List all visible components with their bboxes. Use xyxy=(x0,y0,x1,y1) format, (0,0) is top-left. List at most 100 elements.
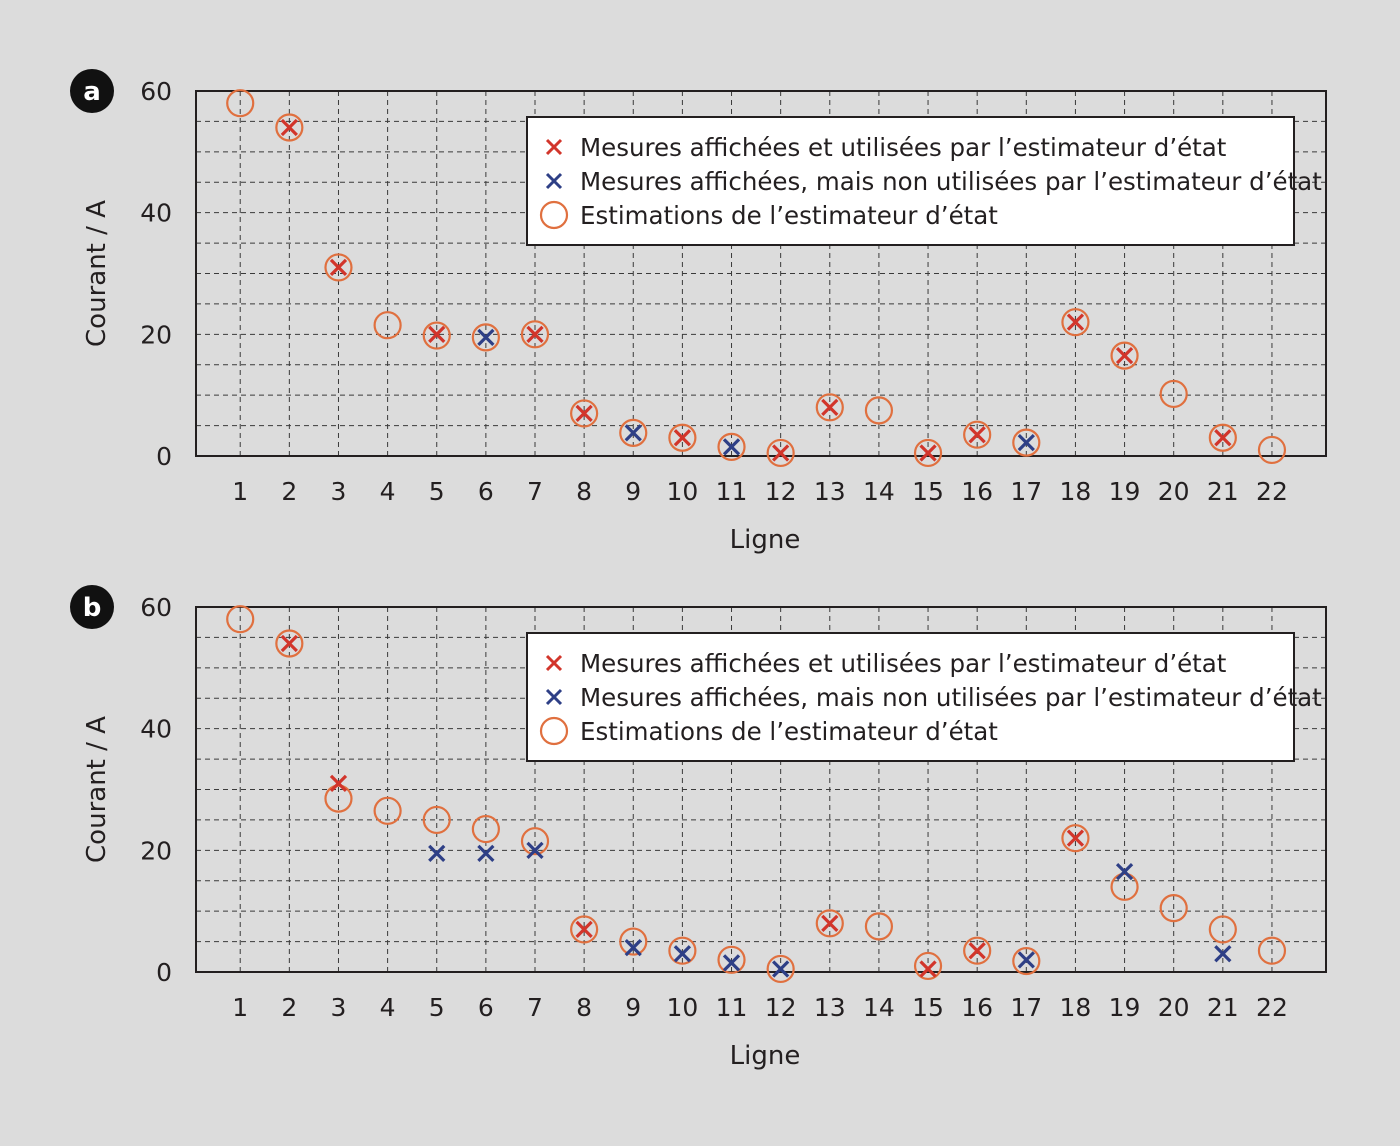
data-point-x xyxy=(1066,829,1085,847)
legend-marker-x xyxy=(545,688,563,706)
y-tick-label: 60 xyxy=(140,77,172,106)
data-point-x xyxy=(821,914,839,932)
data-point-circle xyxy=(275,113,304,142)
x-tick-label: 14 xyxy=(863,993,895,1022)
data-point-circle xyxy=(373,311,402,340)
data-point-circle xyxy=(913,951,943,981)
x-tick-label: 15 xyxy=(912,993,944,1022)
x-tick-label: 20 xyxy=(1158,993,1190,1022)
data-point-x xyxy=(1214,429,1232,447)
series-2 xyxy=(477,328,1035,456)
data-point-x xyxy=(526,325,544,343)
legend-marker-x xyxy=(545,138,563,156)
data-point-x xyxy=(477,328,495,347)
x-axis-label: Ligne xyxy=(730,1041,801,1071)
series-1 xyxy=(280,118,1232,462)
data-point-circle xyxy=(1208,423,1237,452)
data-point-x xyxy=(673,429,692,447)
y-tick-label: 20 xyxy=(140,836,172,865)
x-tick-label: 16 xyxy=(961,477,993,506)
data-point-circle xyxy=(1159,379,1188,409)
x-tick-label: 18 xyxy=(1060,993,1092,1022)
data-point-circle xyxy=(1208,915,1237,944)
legend-label: Estimations de l’estimateur d’état xyxy=(580,717,998,746)
panel-badge-label: a xyxy=(83,77,101,107)
data-point-x xyxy=(968,426,986,444)
data-point-circle xyxy=(1159,894,1188,923)
data-point-circle xyxy=(766,954,795,984)
data-point-circle xyxy=(539,716,569,746)
x-tick-label: 2 xyxy=(281,993,297,1022)
data-point-circle xyxy=(864,912,894,941)
data-point-circle xyxy=(471,814,500,844)
data-point-x xyxy=(280,634,298,653)
data-point-circle xyxy=(226,605,255,634)
x-tick-label: 10 xyxy=(666,993,698,1022)
x-tick-label: 2 xyxy=(281,477,297,506)
legend-box xyxy=(526,632,1295,762)
data-point-x xyxy=(1066,313,1085,331)
y-tick-label: 60 xyxy=(140,593,172,622)
legend: Mesures affichées et utilisées par l’est… xyxy=(526,116,1322,246)
data-point-x xyxy=(1017,433,1035,452)
x-tick-label: 7 xyxy=(527,993,543,1022)
data-point-x xyxy=(919,960,937,978)
data-point-x xyxy=(329,258,348,277)
data-point-x xyxy=(526,841,544,859)
x-tick-label: 1 xyxy=(232,993,248,1022)
x-tick-label: 11 xyxy=(716,993,748,1022)
data-point-circle xyxy=(324,253,353,282)
data-point-circle xyxy=(539,200,569,230)
x-tick-label: 5 xyxy=(429,477,445,506)
x-tick-label: 13 xyxy=(814,477,846,506)
legend-label: Mesures affichées et utilisées par l’est… xyxy=(580,649,1227,678)
data-point-circle xyxy=(422,805,451,835)
x-tick-label: 9 xyxy=(625,477,641,506)
x-tick-label: 7 xyxy=(527,477,543,506)
y-axis-label: Courant / A xyxy=(82,716,112,863)
legend-marker-x xyxy=(545,172,563,190)
data-point-circle xyxy=(1061,824,1090,853)
x-tick-label: 12 xyxy=(765,993,797,1022)
series-3 xyxy=(226,89,1287,468)
panel-badge-label: b xyxy=(83,593,102,623)
series-1 xyxy=(280,634,1085,978)
x-tick-label: 18 xyxy=(1060,477,1092,506)
data-point-x xyxy=(428,325,446,343)
data-point-x xyxy=(722,438,741,456)
data-point-x xyxy=(575,404,593,423)
x-tick-label: 4 xyxy=(380,477,396,506)
data-point-circle xyxy=(1012,428,1041,457)
x-tick-label: 11 xyxy=(716,477,748,506)
grid xyxy=(196,91,1326,456)
data-point-x xyxy=(919,444,937,462)
data-point-x xyxy=(1214,945,1232,963)
data-point-x xyxy=(772,960,790,978)
data-point-circle xyxy=(226,89,255,118)
data-point-x xyxy=(624,939,642,957)
data-point-circle xyxy=(717,945,746,974)
data-point-circle xyxy=(1012,946,1041,976)
data-point-circle xyxy=(373,796,402,825)
data-point-x xyxy=(968,942,986,960)
plot-frame xyxy=(195,90,1327,457)
series-2 xyxy=(428,841,1232,978)
x-tick-label: 12 xyxy=(765,477,797,506)
data-point-x xyxy=(673,945,692,963)
y-tick-label: 40 xyxy=(140,715,172,744)
x-tick-label: 9 xyxy=(625,993,641,1022)
data-point-circle xyxy=(963,936,992,965)
x-tick-label: 16 xyxy=(961,993,993,1022)
data-point-x xyxy=(1017,951,1035,969)
x-tick-label: 14 xyxy=(863,477,895,506)
data-point-circle xyxy=(570,399,599,428)
data-point-circle xyxy=(815,909,844,938)
data-point-circle xyxy=(471,323,500,352)
data-point-x xyxy=(575,920,593,939)
x-tick-label: 10 xyxy=(666,477,698,506)
x-tick-label: 15 xyxy=(912,477,944,506)
data-point-circle xyxy=(668,936,697,965)
y-tick-label: 0 xyxy=(156,958,172,987)
x-tick-label: 22 xyxy=(1256,993,1288,1022)
